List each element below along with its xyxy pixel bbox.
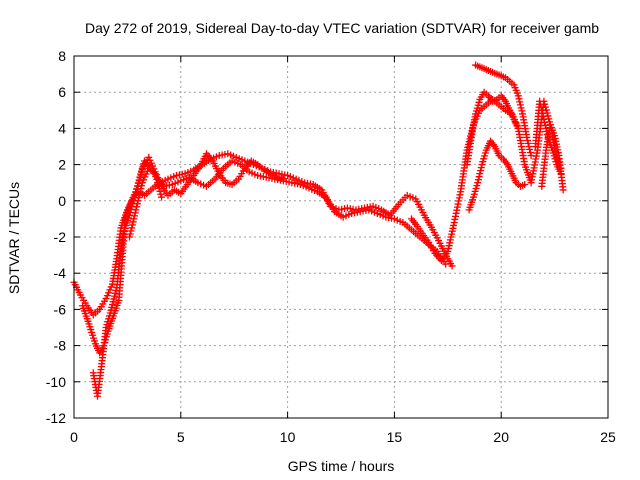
data-point	[541, 118, 549, 126]
data-point	[515, 95, 523, 103]
y-axis-label: SDTVAR / TECUs	[6, 182, 22, 294]
data-point	[516, 98, 524, 106]
data-point	[279, 175, 287, 183]
data-point	[524, 136, 532, 144]
y-tick-label: -8	[54, 338, 67, 354]
y-tick-label: 4	[58, 120, 66, 136]
data-point	[138, 182, 146, 190]
data-point	[127, 227, 135, 235]
data-point	[137, 185, 145, 193]
data-point	[132, 206, 140, 214]
data-point	[136, 188, 144, 196]
data-point	[514, 124, 522, 132]
data-point	[524, 139, 532, 147]
data-point	[477, 167, 485, 175]
data-point	[540, 115, 548, 123]
data-point	[537, 103, 545, 111]
y-tick-label: 6	[58, 84, 66, 100]
data-point	[525, 143, 533, 150]
y-tick-label: -12	[46, 410, 66, 426]
axis-ticks: 0 5 10 15 20 25 -12 -10 -8 -6 -4 -2 0 2 4 6 8	[46, 48, 616, 445]
data-point	[517, 104, 525, 112]
data-point	[158, 193, 166, 201]
data-point	[448, 262, 456, 270]
data-point	[526, 149, 534, 157]
data-point	[538, 106, 546, 114]
y-tick-label: 2	[58, 157, 66, 173]
data-point	[538, 109, 546, 117]
data-point	[126, 233, 134, 241]
data-point	[516, 101, 524, 109]
data-point	[559, 186, 567, 194]
y-tick-label: -10	[46, 374, 66, 390]
grid-lines	[74, 56, 608, 418]
y-tick-label: -4	[54, 265, 67, 281]
x-tick-label: 25	[600, 429, 616, 445]
data-points	[70, 61, 567, 400]
data-point	[128, 224, 136, 232]
data-point	[442, 260, 450, 268]
data-point	[128, 221, 136, 229]
data-point	[474, 176, 482, 184]
y-tick-label: -2	[54, 229, 67, 245]
data-point	[539, 112, 547, 120]
data-point	[527, 152, 535, 160]
y-tick-label: -6	[54, 301, 67, 317]
x-tick-label: 10	[280, 429, 296, 445]
data-point	[474, 179, 482, 187]
data-point	[536, 100, 544, 108]
data-point	[136, 191, 144, 199]
x-tick-label: 0	[70, 429, 78, 445]
data-point	[536, 97, 544, 105]
data-point	[477, 164, 485, 172]
data-point	[131, 209, 139, 217]
data-point	[135, 194, 143, 202]
data-point	[131, 212, 139, 220]
data-point	[129, 218, 137, 226]
data-point	[523, 133, 531, 141]
data-point	[518, 107, 526, 115]
chart-title: Day 272 of 2019, Sidereal Day-to-day VTE…	[85, 20, 599, 36]
data-point	[514, 92, 522, 100]
data-point	[475, 173, 483, 181]
y-tick-label: 8	[58, 48, 66, 64]
data-point	[130, 215, 138, 223]
x-tick-label: 20	[493, 429, 509, 445]
data-point	[133, 200, 141, 208]
data-point	[133, 203, 141, 211]
x-tick-label: 15	[387, 429, 403, 445]
data-point	[521, 181, 529, 189]
data-point	[134, 197, 142, 205]
data-point	[126, 230, 134, 238]
data-point	[476, 170, 484, 178]
data-point	[526, 146, 534, 154]
x-axis-label: GPS time / hours	[288, 458, 395, 474]
x-tick-label: 5	[177, 429, 185, 445]
y-tick-label: 0	[58, 193, 66, 209]
